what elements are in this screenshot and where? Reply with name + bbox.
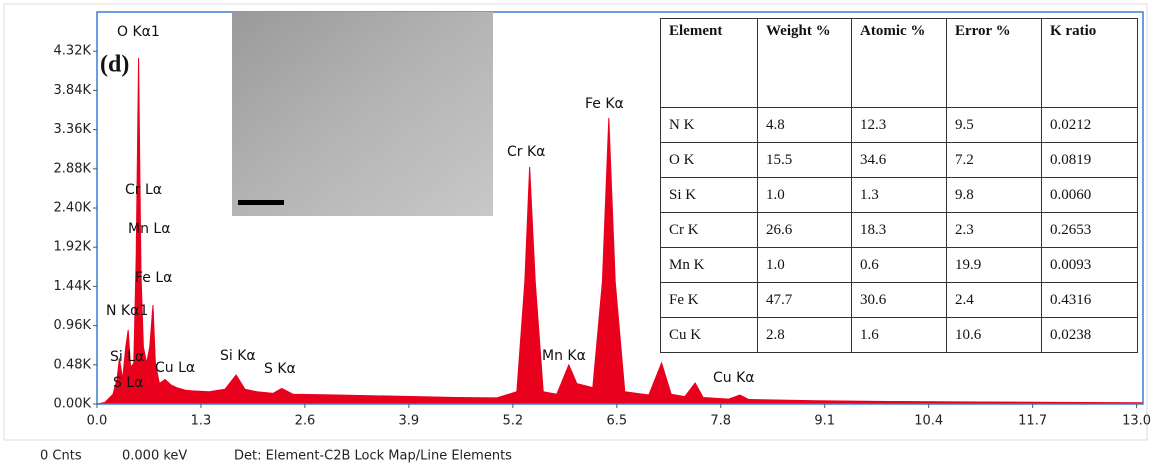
table-header: Element xyxy=(660,18,758,108)
x-tick-label: 10.4 xyxy=(914,414,943,429)
y-tick-label: 1.44K xyxy=(54,279,92,294)
table-cell: Si K xyxy=(660,177,758,213)
x-tick-label: 7.8 xyxy=(710,414,731,429)
x-tick-label: 5.2 xyxy=(502,414,523,429)
peak-label: N Kα1 xyxy=(106,303,148,319)
table-row: Si K 1.0 1.3 9.8 0.0060 xyxy=(660,177,1138,213)
scale-bar xyxy=(238,200,284,205)
table-row: Cr K 26.6 18.3 2.3 0.2653 xyxy=(660,212,1138,248)
table-header: K ratio xyxy=(1041,18,1138,108)
peak-label: Fe Kα xyxy=(585,96,624,112)
peak-label: Mn Lα xyxy=(128,221,170,237)
table-cell: 0.0060 xyxy=(1041,177,1138,213)
table-row: Mn K 1.0 0.6 19.9 0.0093 xyxy=(660,247,1138,283)
peak-label: O Kα1 xyxy=(117,24,160,40)
peak-label: Cu Kα xyxy=(713,370,755,386)
x-tick-label: 9.1 xyxy=(814,414,835,429)
table-header: Atomic % xyxy=(851,18,947,108)
y-tick-label: 3.36K xyxy=(54,122,92,137)
table-cell: 30.6 xyxy=(851,282,947,318)
peak-label: S Kα xyxy=(264,361,296,377)
table-cell: 2.8 xyxy=(757,317,852,353)
table-cell: 1.3 xyxy=(851,177,947,213)
table-cell: 0.0093 xyxy=(1041,247,1138,283)
table-cell: 0.6 xyxy=(851,247,947,283)
table-cell: Cu K xyxy=(660,317,758,353)
peak-label: S Lα xyxy=(113,375,143,391)
status-text: 0.000 keV xyxy=(122,449,187,464)
table-cell: 26.6 xyxy=(757,212,852,248)
table-header: Error % xyxy=(946,18,1042,108)
y-tick-label: 0.00K xyxy=(54,397,92,412)
table-cell: Fe K xyxy=(660,282,758,318)
x-tick-label: 6.5 xyxy=(606,414,627,429)
table-cell: 1.6 xyxy=(851,317,947,353)
table-cell: Cr K xyxy=(660,212,758,248)
peak-label: Si Kα xyxy=(220,348,256,364)
table-cell: 19.9 xyxy=(946,247,1042,283)
table-cell: 9.8 xyxy=(946,177,1042,213)
table-cell: 0.0212 xyxy=(1041,107,1138,143)
y-tick-label: 2.88K xyxy=(54,161,92,176)
status-text: 0 Cnts xyxy=(40,449,82,464)
table-cell: Mn K xyxy=(660,247,758,283)
peak-label: (d) xyxy=(100,52,129,78)
peak-label: Cr Lα xyxy=(125,182,162,198)
table-cell: 2.4 xyxy=(946,282,1042,318)
x-tick-label: 11.7 xyxy=(1018,414,1047,429)
y-tick-label: 4.32K xyxy=(54,44,92,59)
x-tick-label: 13.0 xyxy=(1122,414,1151,429)
table-cell: 4.8 xyxy=(757,107,852,143)
results-table: Element Weight % Atomic % Error % K ratio N K… xyxy=(660,18,1138,353)
table-cell: 7.2 xyxy=(946,142,1042,178)
table-cell: 34.6 xyxy=(851,142,947,178)
status-text: Det: Element-C2B Lock Map/Line Elements xyxy=(234,449,512,464)
table-cell: N K xyxy=(660,107,758,143)
y-tick-label: 2.40K xyxy=(54,201,92,216)
y-tick-label: 3.84K xyxy=(54,83,92,98)
spectrum-area xyxy=(96,57,1144,405)
x-tick-label: 3.9 xyxy=(399,414,420,429)
table-cell: 2.3 xyxy=(946,212,1042,248)
table-cell: 0.4316 xyxy=(1041,282,1138,318)
table-cell: O K xyxy=(660,142,758,178)
peak-label: Si Lα xyxy=(110,349,144,365)
table-cell: 0.2653 xyxy=(1041,212,1138,248)
table-cell: 18.3 xyxy=(851,212,947,248)
table-row: Fe K 47.7 30.6 2.4 0.4316 xyxy=(660,282,1138,318)
table-header: Weight % xyxy=(757,18,852,108)
peak-label: Fe Lα xyxy=(135,270,172,286)
table-row: N K 4.8 12.3 9.5 0.0212 xyxy=(660,107,1138,143)
outer-frame xyxy=(3,3,1148,441)
peak-label: Cr Kα xyxy=(507,144,545,160)
table-row: O K 15.5 34.6 7.2 0.0819 xyxy=(660,142,1138,178)
table-cell: 15.5 xyxy=(757,142,852,178)
table-cell: 0.0819 xyxy=(1041,142,1138,178)
y-tick-label: 0.96K xyxy=(54,318,92,333)
peak-label: Cu Lα xyxy=(155,360,195,376)
table-cell: 1.0 xyxy=(757,177,852,213)
sem-image xyxy=(232,12,493,216)
peak-label: Mn Kα xyxy=(542,348,586,364)
y-tick-label: 1.92K xyxy=(54,240,92,255)
table-row: Cu K 2.8 1.6 10.6 0.0238 xyxy=(660,317,1138,353)
y-tick-label: 0.48K xyxy=(54,357,92,372)
table-cell: 9.5 xyxy=(946,107,1042,143)
x-tick-label: 0.0 xyxy=(87,414,108,429)
x-tick-label: 1.3 xyxy=(191,414,212,429)
x-tick-label: 2.6 xyxy=(295,414,316,429)
table-cell: 0.0238 xyxy=(1041,317,1138,353)
table-cell: 47.7 xyxy=(757,282,852,318)
table-cell: 12.3 xyxy=(851,107,947,143)
table-cell: 1.0 xyxy=(757,247,852,283)
table-cell: 10.6 xyxy=(946,317,1042,353)
